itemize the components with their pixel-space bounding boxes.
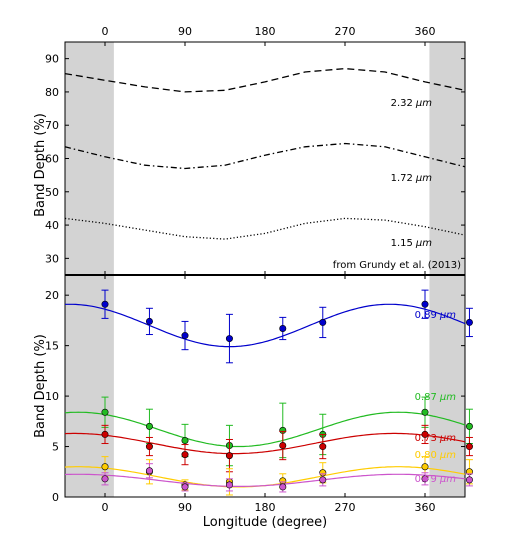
x-tick-label-top: 360 (415, 25, 436, 38)
y-tick-label: 80 (45, 86, 59, 99)
data-point (465, 318, 473, 326)
series-label-unit: μm (439, 433, 456, 444)
data-point (319, 443, 327, 451)
fit-curve (64, 411, 466, 448)
y-tick-label: 40 (45, 219, 59, 232)
data-point (181, 483, 189, 491)
series-label-unit: μm (415, 173, 432, 184)
x-tick-label: 90 (178, 501, 192, 514)
y-tick-label: 30 (45, 252, 59, 265)
series-label-number: 1.72 (391, 173, 413, 184)
data-point (465, 422, 473, 430)
plot-frame (64, 274, 466, 498)
series-label-unit: μm (415, 238, 432, 249)
x-tick-label: 180 (255, 501, 276, 514)
data-point (225, 335, 233, 343)
data-point (225, 481, 233, 489)
top-series-label: 1.72 μm (391, 173, 433, 184)
data-point (279, 324, 287, 332)
series-label-unit: μm (439, 474, 456, 485)
x-tick-label: 360 (415, 501, 436, 514)
series-label-number: 0.80 (415, 450, 437, 461)
data-point (279, 442, 287, 450)
data-point (279, 483, 287, 491)
series-label-unit: μm (439, 450, 456, 461)
x-tick-label: 0 (102, 501, 109, 514)
series-label: 0.89 μm (415, 310, 457, 321)
y-tick-label: 0 (52, 491, 59, 504)
data-point (421, 408, 429, 416)
top-series-line (64, 67, 466, 93)
top-series-line (64, 142, 466, 170)
shaded-region (429, 42, 465, 275)
data-point (101, 408, 109, 416)
data-point (181, 332, 189, 340)
bottom-xlabel: Longitude (degree) (203, 515, 328, 530)
y-tick-label: 60 (45, 153, 59, 166)
shaded-region (429, 275, 465, 497)
x-tick-label: 270 (335, 501, 356, 514)
data-point (421, 430, 429, 438)
bottom-ylabel: Band Depth (%) (33, 334, 48, 438)
data-point (421, 463, 429, 471)
top-series-label: 2.32 μm (391, 98, 433, 109)
data-point (421, 300, 429, 308)
data-point (145, 317, 153, 325)
source-note: from Grundy et al. (2013) (333, 260, 461, 271)
axis-titles: Band Depth (%) Band Depth (%) Longitude … (33, 113, 327, 530)
series-label-unit: μm (415, 98, 432, 109)
top-series-line (64, 217, 466, 240)
data-point (225, 452, 233, 460)
y-tick-label: 15 (45, 340, 59, 353)
data-point (145, 467, 153, 475)
y-tick-label: 20 (45, 289, 59, 302)
data-point (319, 318, 327, 326)
data-point (101, 475, 109, 483)
data-point (101, 463, 109, 471)
fit-curve (64, 473, 466, 487)
x-tick-label-top: 90 (178, 25, 192, 38)
series-label-unit: μm (439, 310, 456, 321)
y-tick-label: 5 (52, 441, 59, 454)
y-tick-label: 50 (45, 186, 59, 199)
top-series-label: 1.15 μm (391, 238, 433, 249)
data-point (181, 436, 189, 444)
data-point (101, 430, 109, 438)
y-tick-label: 10 (45, 390, 59, 403)
series-label-number: 0.79 (415, 474, 437, 485)
series-label: 0.80 μm (415, 450, 457, 461)
x-tick-label-top: 0 (102, 25, 109, 38)
series-label-number: 0.89 (415, 310, 437, 321)
data-point (421, 475, 429, 483)
data-point (319, 476, 327, 484)
y-tick-label: 90 (45, 53, 59, 66)
series-label: 0.73 μm (415, 433, 457, 444)
x-tick-label-top: 180 (255, 25, 276, 38)
data-point (465, 443, 473, 451)
series-label-number: 2.32 (391, 98, 413, 109)
series-label-number: 1.15 (391, 238, 413, 249)
data-point (145, 422, 153, 430)
y-tick-label: 70 (45, 119, 59, 132)
top-ylabel: Band Depth (%) (33, 113, 48, 217)
series-label-number: 0.87 (415, 392, 437, 403)
x-tick-label-top: 270 (335, 25, 356, 38)
shaded-region (65, 275, 114, 497)
fit-curve (65, 303, 466, 348)
data-point (465, 476, 473, 484)
series-label: 0.79 μm (415, 474, 457, 485)
series-label-number: 0.73 (415, 433, 437, 444)
shaded-region (65, 42, 114, 275)
data-point (181, 451, 189, 459)
series-label-unit: μm (439, 392, 456, 403)
data-point (145, 443, 153, 451)
data-point (101, 300, 109, 308)
fit-curve (64, 432, 466, 455)
series-label: 0.87 μm (415, 392, 457, 403)
